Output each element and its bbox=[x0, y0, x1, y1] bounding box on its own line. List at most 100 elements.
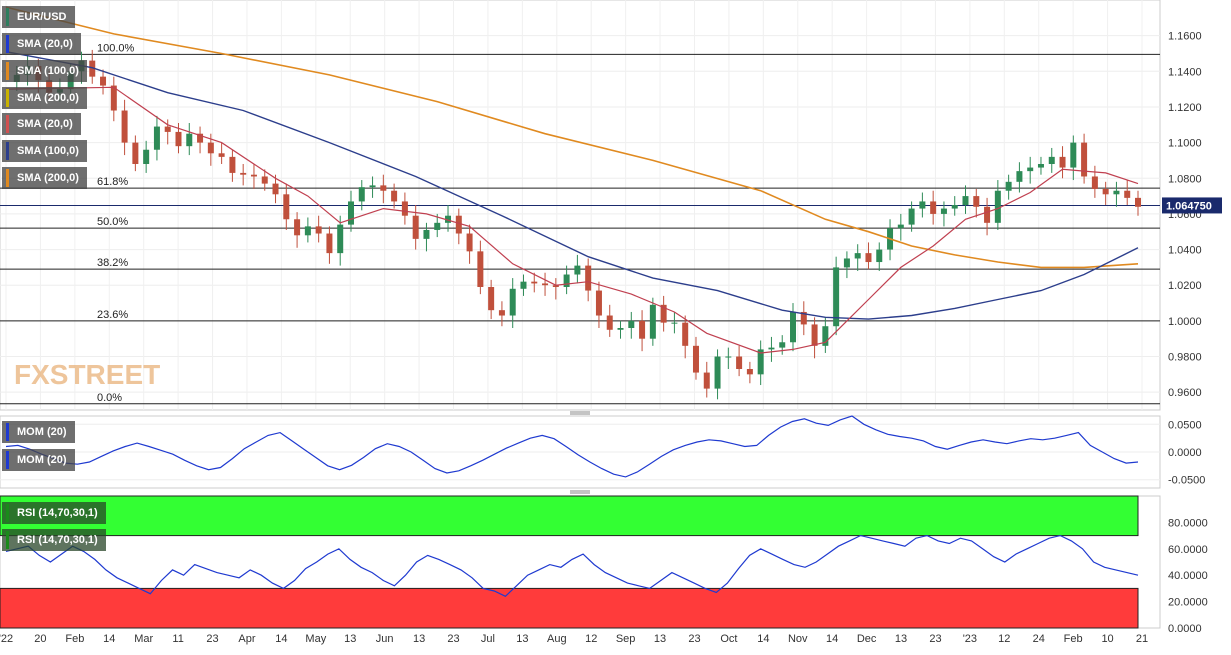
candle-body bbox=[250, 174, 257, 177]
legend-main-3-label: SMA (200,0) bbox=[17, 92, 79, 104]
candle-body bbox=[455, 215, 462, 234]
legend-mom-1-swatch bbox=[6, 423, 9, 441]
candle-body bbox=[552, 285, 559, 287]
fib-level-label: 50.0% bbox=[97, 216, 128, 228]
fib-level-label: 38.2% bbox=[97, 257, 128, 269]
candle-body bbox=[100, 76, 107, 86]
fib-level-label: 61.8% bbox=[97, 176, 128, 188]
candle-body bbox=[380, 185, 387, 191]
rsi-resize-handle[interactable] bbox=[570, 490, 590, 494]
legend-rsi-2[interactable]: RSI (14,70,30,1) bbox=[2, 529, 106, 551]
legend-main-6-label: SMA (200,0) bbox=[17, 172, 79, 184]
candle-body bbox=[822, 326, 829, 346]
candle-body bbox=[369, 185, 376, 188]
legend-main-6[interactable]: SMA (200,0) bbox=[2, 167, 87, 189]
legend-rsi-2-swatch bbox=[6, 531, 9, 549]
candle-body bbox=[962, 196, 969, 205]
candle-body bbox=[800, 311, 807, 325]
candle-body bbox=[542, 283, 549, 286]
x-tick-label: 23 bbox=[206, 633, 218, 645]
candle-body bbox=[930, 201, 937, 214]
candle-body bbox=[1037, 164, 1044, 168]
candle-body bbox=[423, 229, 430, 239]
sma-200-line bbox=[5, 6, 1139, 269]
candle-body bbox=[1016, 171, 1023, 182]
candle-body bbox=[143, 149, 150, 164]
main-y-tick-label: 0.9800 bbox=[1168, 352, 1202, 364]
candle-body bbox=[908, 208, 915, 225]
x-tick-label: Nov bbox=[788, 633, 808, 645]
x-tick-label: Sep bbox=[616, 633, 636, 645]
x-tick-label: 13 bbox=[654, 633, 666, 645]
candle-body bbox=[304, 226, 311, 236]
candle-body bbox=[660, 304, 667, 323]
candle-body bbox=[434, 222, 441, 230]
candle-body bbox=[153, 126, 160, 150]
candle-body bbox=[1113, 190, 1120, 195]
symbol-legend[interactable]: EUR/USD bbox=[2, 6, 75, 28]
main-y-tick-label: 1.1000 bbox=[1168, 138, 1202, 150]
candle-body bbox=[897, 224, 904, 229]
candle-body bbox=[207, 142, 214, 154]
main-y-tick-label: 1.1200 bbox=[1168, 102, 1202, 114]
legend-main-3[interactable]: SMA (200,0) bbox=[2, 87, 87, 109]
candle-body bbox=[358, 187, 365, 202]
candle-body bbox=[973, 196, 980, 207]
rsi-overbought-zone bbox=[0, 495, 1139, 537]
candle-body bbox=[164, 126, 171, 132]
mom-resize-handle[interactable] bbox=[570, 411, 590, 415]
candle-body bbox=[229, 156, 236, 173]
legend-main-2[interactable]: SMA (100,0) bbox=[2, 60, 87, 82]
candle-body bbox=[714, 356, 721, 389]
candle-body bbox=[1059, 156, 1066, 168]
candle-body bbox=[703, 372, 710, 389]
candle-body bbox=[811, 324, 818, 346]
candle-body bbox=[1124, 190, 1131, 198]
brand-watermark: FXSTREET bbox=[14, 359, 160, 390]
legend-main-2-label: SMA (100,0) bbox=[17, 65, 79, 77]
legend-mom-1[interactable]: MOM (20) bbox=[2, 421, 75, 443]
candle-body bbox=[563, 274, 570, 287]
fib-level-label: 23.6% bbox=[97, 309, 128, 321]
legend-rsi-1-label: RSI (14,70,30,1) bbox=[17, 507, 98, 519]
legend-mom-2-swatch bbox=[6, 451, 9, 469]
candle-body bbox=[606, 315, 613, 330]
candle-body bbox=[261, 176, 268, 184]
candle-body bbox=[595, 290, 602, 316]
candle-body bbox=[725, 356, 732, 358]
legend-main-5-label: SMA (100,0) bbox=[17, 145, 79, 157]
candle-body bbox=[218, 153, 225, 157]
x-tick-label: 20 bbox=[34, 633, 46, 645]
x-tick-label: 23 bbox=[929, 633, 941, 645]
symbol-label: EUR/USD bbox=[17, 11, 67, 23]
mom-y-tick-label: 0.0500 bbox=[1168, 419, 1202, 431]
candle-body bbox=[865, 253, 872, 263]
candle-body bbox=[477, 251, 484, 287]
candle-body bbox=[1102, 188, 1109, 195]
candle-body bbox=[1070, 142, 1077, 168]
candle-body bbox=[1005, 181, 1012, 191]
legend-rsi-1[interactable]: RSI (14,70,30,1) bbox=[2, 502, 106, 524]
legend-mom-2[interactable]: MOM (20) bbox=[2, 449, 75, 471]
legend-main-4[interactable]: SMA (20,0) bbox=[2, 113, 81, 135]
candle-body bbox=[617, 328, 624, 330]
candle-body bbox=[757, 349, 764, 375]
x-tick-label: Mar bbox=[134, 633, 153, 645]
mom-y-tick-label: 0.0000 bbox=[1168, 447, 1202, 459]
candle-body bbox=[272, 183, 279, 195]
candle-body bbox=[466, 233, 473, 252]
candle-body bbox=[639, 320, 646, 339]
symbol-legend-swatch bbox=[6, 8, 9, 26]
legend-main-1[interactable]: SMA (20,0) bbox=[2, 33, 81, 55]
x-tick-label: 13 bbox=[413, 633, 425, 645]
candle-body bbox=[746, 369, 753, 375]
legend-main-5[interactable]: SMA (100,0) bbox=[2, 140, 87, 162]
main-y-tick-label: 1.0000 bbox=[1168, 316, 1202, 328]
candle-body bbox=[337, 224, 344, 254]
fib-level-label: 0.0% bbox=[97, 392, 122, 404]
x-tick-label: 12 bbox=[585, 633, 597, 645]
x-tick-label: Feb bbox=[1064, 633, 1083, 645]
candle-body bbox=[854, 253, 861, 259]
x-tick-label: 21 bbox=[1136, 633, 1148, 645]
